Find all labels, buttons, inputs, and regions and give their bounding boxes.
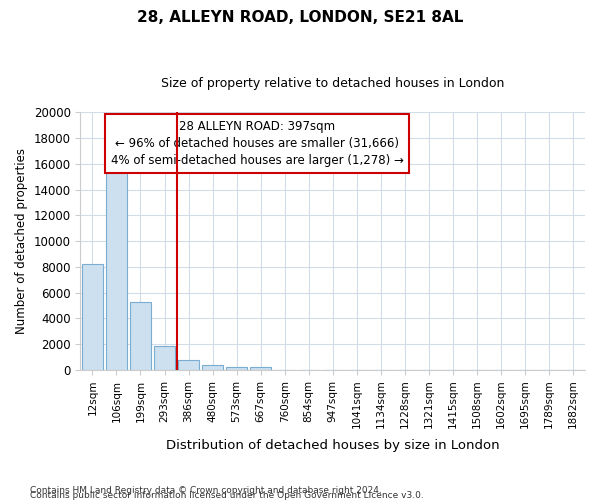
Bar xyxy=(178,360,199,370)
Bar xyxy=(82,264,103,370)
X-axis label: Distribution of detached houses by size in London: Distribution of detached houses by size … xyxy=(166,440,500,452)
Bar xyxy=(202,366,223,370)
Bar xyxy=(106,156,127,370)
Text: Contains HM Land Registry data © Crown copyright and database right 2024.: Contains HM Land Registry data © Crown c… xyxy=(30,486,382,495)
Bar xyxy=(226,366,247,370)
Bar xyxy=(130,302,151,370)
Text: 28, ALLEYN ROAD, LONDON, SE21 8AL: 28, ALLEYN ROAD, LONDON, SE21 8AL xyxy=(137,10,463,25)
Bar xyxy=(250,366,271,370)
Text: Contains public sector information licensed under the Open Government Licence v3: Contains public sector information licen… xyxy=(30,490,424,500)
Title: Size of property relative to detached houses in London: Size of property relative to detached ho… xyxy=(161,78,505,90)
Y-axis label: Number of detached properties: Number of detached properties xyxy=(15,148,28,334)
Text: 28 ALLEYN ROAD: 397sqm
← 96% of detached houses are smaller (31,666)
4% of semi-: 28 ALLEYN ROAD: 397sqm ← 96% of detached… xyxy=(110,120,403,167)
Bar xyxy=(154,346,175,370)
